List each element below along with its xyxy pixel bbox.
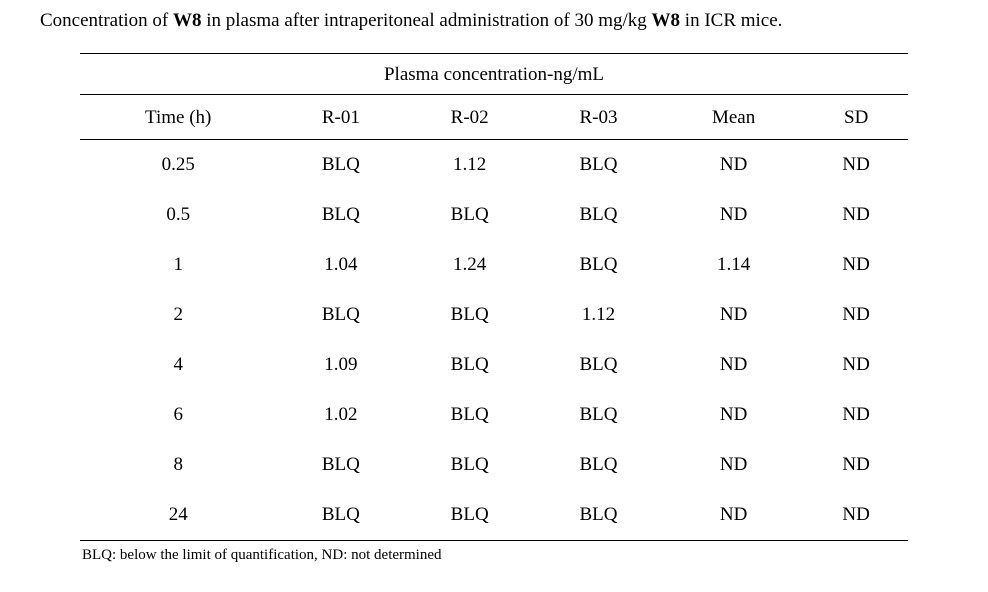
- cell-r03: BLQ: [534, 440, 663, 490]
- cell-r01: BLQ: [276, 490, 405, 541]
- cell-time: 2: [80, 290, 276, 340]
- cell-sd: ND: [804, 440, 908, 490]
- cell-r02: 1.24: [405, 240, 534, 290]
- cell-r03: BLQ: [534, 240, 663, 290]
- cell-r01: BLQ: [276, 440, 405, 490]
- cell-mean: ND: [663, 340, 804, 390]
- cell-r01: BLQ: [276, 190, 405, 240]
- cell-time: 0.5: [80, 190, 276, 240]
- cell-time: 24: [80, 490, 276, 541]
- cell-r02: BLQ: [405, 290, 534, 340]
- cell-sd: ND: [804, 340, 908, 390]
- col-header-sd: SD: [804, 94, 908, 139]
- title-bold2: W8: [652, 10, 681, 31]
- cell-sd: ND: [804, 190, 908, 240]
- cell-sd: ND: [804, 390, 908, 440]
- cell-mean: 1.14: [663, 240, 804, 290]
- table-row: 2 BLQ BLQ 1.12 ND ND: [80, 290, 908, 340]
- cell-mean: ND: [663, 440, 804, 490]
- cell-r02: BLQ: [405, 490, 534, 541]
- col-header-r01: R-01: [276, 94, 405, 139]
- table-row: 6 1.02 BLQ BLQ ND ND: [80, 390, 908, 440]
- cell-mean: ND: [663, 139, 804, 190]
- title-prefix: Concentration of: [40, 10, 173, 31]
- cell-time: 0.25: [80, 139, 276, 190]
- table-row: 1 1.04 1.24 BLQ 1.14 ND: [80, 240, 908, 290]
- cell-mean: ND: [663, 390, 804, 440]
- cell-sd: ND: [804, 139, 908, 190]
- cell-r03: BLQ: [534, 340, 663, 390]
- cell-r01: BLQ: [276, 290, 405, 340]
- col-header-r02: R-02: [405, 94, 534, 139]
- table-title: Concentration of W8 in plasma after intr…: [40, 8, 948, 35]
- cell-r03: 1.12: [534, 290, 663, 340]
- table-footnote: BLQ: below the limit of quantification, …: [82, 547, 948, 564]
- table-row: 0.25 BLQ 1.12 BLQ ND ND: [80, 139, 908, 190]
- table-row: 0.5 BLQ BLQ BLQ ND ND: [80, 190, 908, 240]
- plasma-concentration-table: Plasma concentration-ng/mL Time (h) R-01…: [80, 53, 908, 541]
- cell-r02: BLQ: [405, 340, 534, 390]
- table-row: 8 BLQ BLQ BLQ ND ND: [80, 440, 908, 490]
- col-header-time: Time (h): [80, 94, 276, 139]
- title-bold1: W8: [173, 10, 202, 31]
- title-suffix: in ICR mice.: [680, 10, 782, 31]
- cell-r03: BLQ: [534, 390, 663, 440]
- cell-r03: BLQ: [534, 490, 663, 541]
- cell-sd: ND: [804, 240, 908, 290]
- cell-r01: 1.09: [276, 340, 405, 390]
- cell-time: 8: [80, 440, 276, 490]
- table-body: 0.25 BLQ 1.12 BLQ ND ND 0.5 BLQ BLQ BLQ …: [80, 139, 908, 540]
- cell-r02: 1.12: [405, 139, 534, 190]
- cell-mean: ND: [663, 490, 804, 541]
- table-row: 24 BLQ BLQ BLQ ND ND: [80, 490, 908, 541]
- table-header-row: Time (h) R-01 R-02 R-03 Mean SD: [80, 94, 908, 139]
- table-super-header-row: Plasma concentration-ng/mL: [80, 53, 908, 94]
- title-mid: in plasma after intraperitoneal administ…: [201, 10, 651, 31]
- cell-r02: BLQ: [405, 440, 534, 490]
- cell-time: 4: [80, 340, 276, 390]
- cell-mean: ND: [663, 190, 804, 240]
- cell-time: 6: [80, 390, 276, 440]
- table-container: Plasma concentration-ng/mL Time (h) R-01…: [80, 53, 908, 541]
- col-header-r03: R-03: [534, 94, 663, 139]
- table-row: 4 1.09 BLQ BLQ ND ND: [80, 340, 908, 390]
- cell-sd: ND: [804, 290, 908, 340]
- cell-r01: 1.04: [276, 240, 405, 290]
- cell-r01: BLQ: [276, 139, 405, 190]
- cell-sd: ND: [804, 490, 908, 541]
- col-header-mean: Mean: [663, 94, 804, 139]
- table-super-header: Plasma concentration-ng/mL: [80, 53, 908, 94]
- cell-r03: BLQ: [534, 190, 663, 240]
- cell-r03: BLQ: [534, 139, 663, 190]
- cell-mean: ND: [663, 290, 804, 340]
- cell-r01: 1.02: [276, 390, 405, 440]
- cell-r02: BLQ: [405, 190, 534, 240]
- cell-time: 1: [80, 240, 276, 290]
- cell-r02: BLQ: [405, 390, 534, 440]
